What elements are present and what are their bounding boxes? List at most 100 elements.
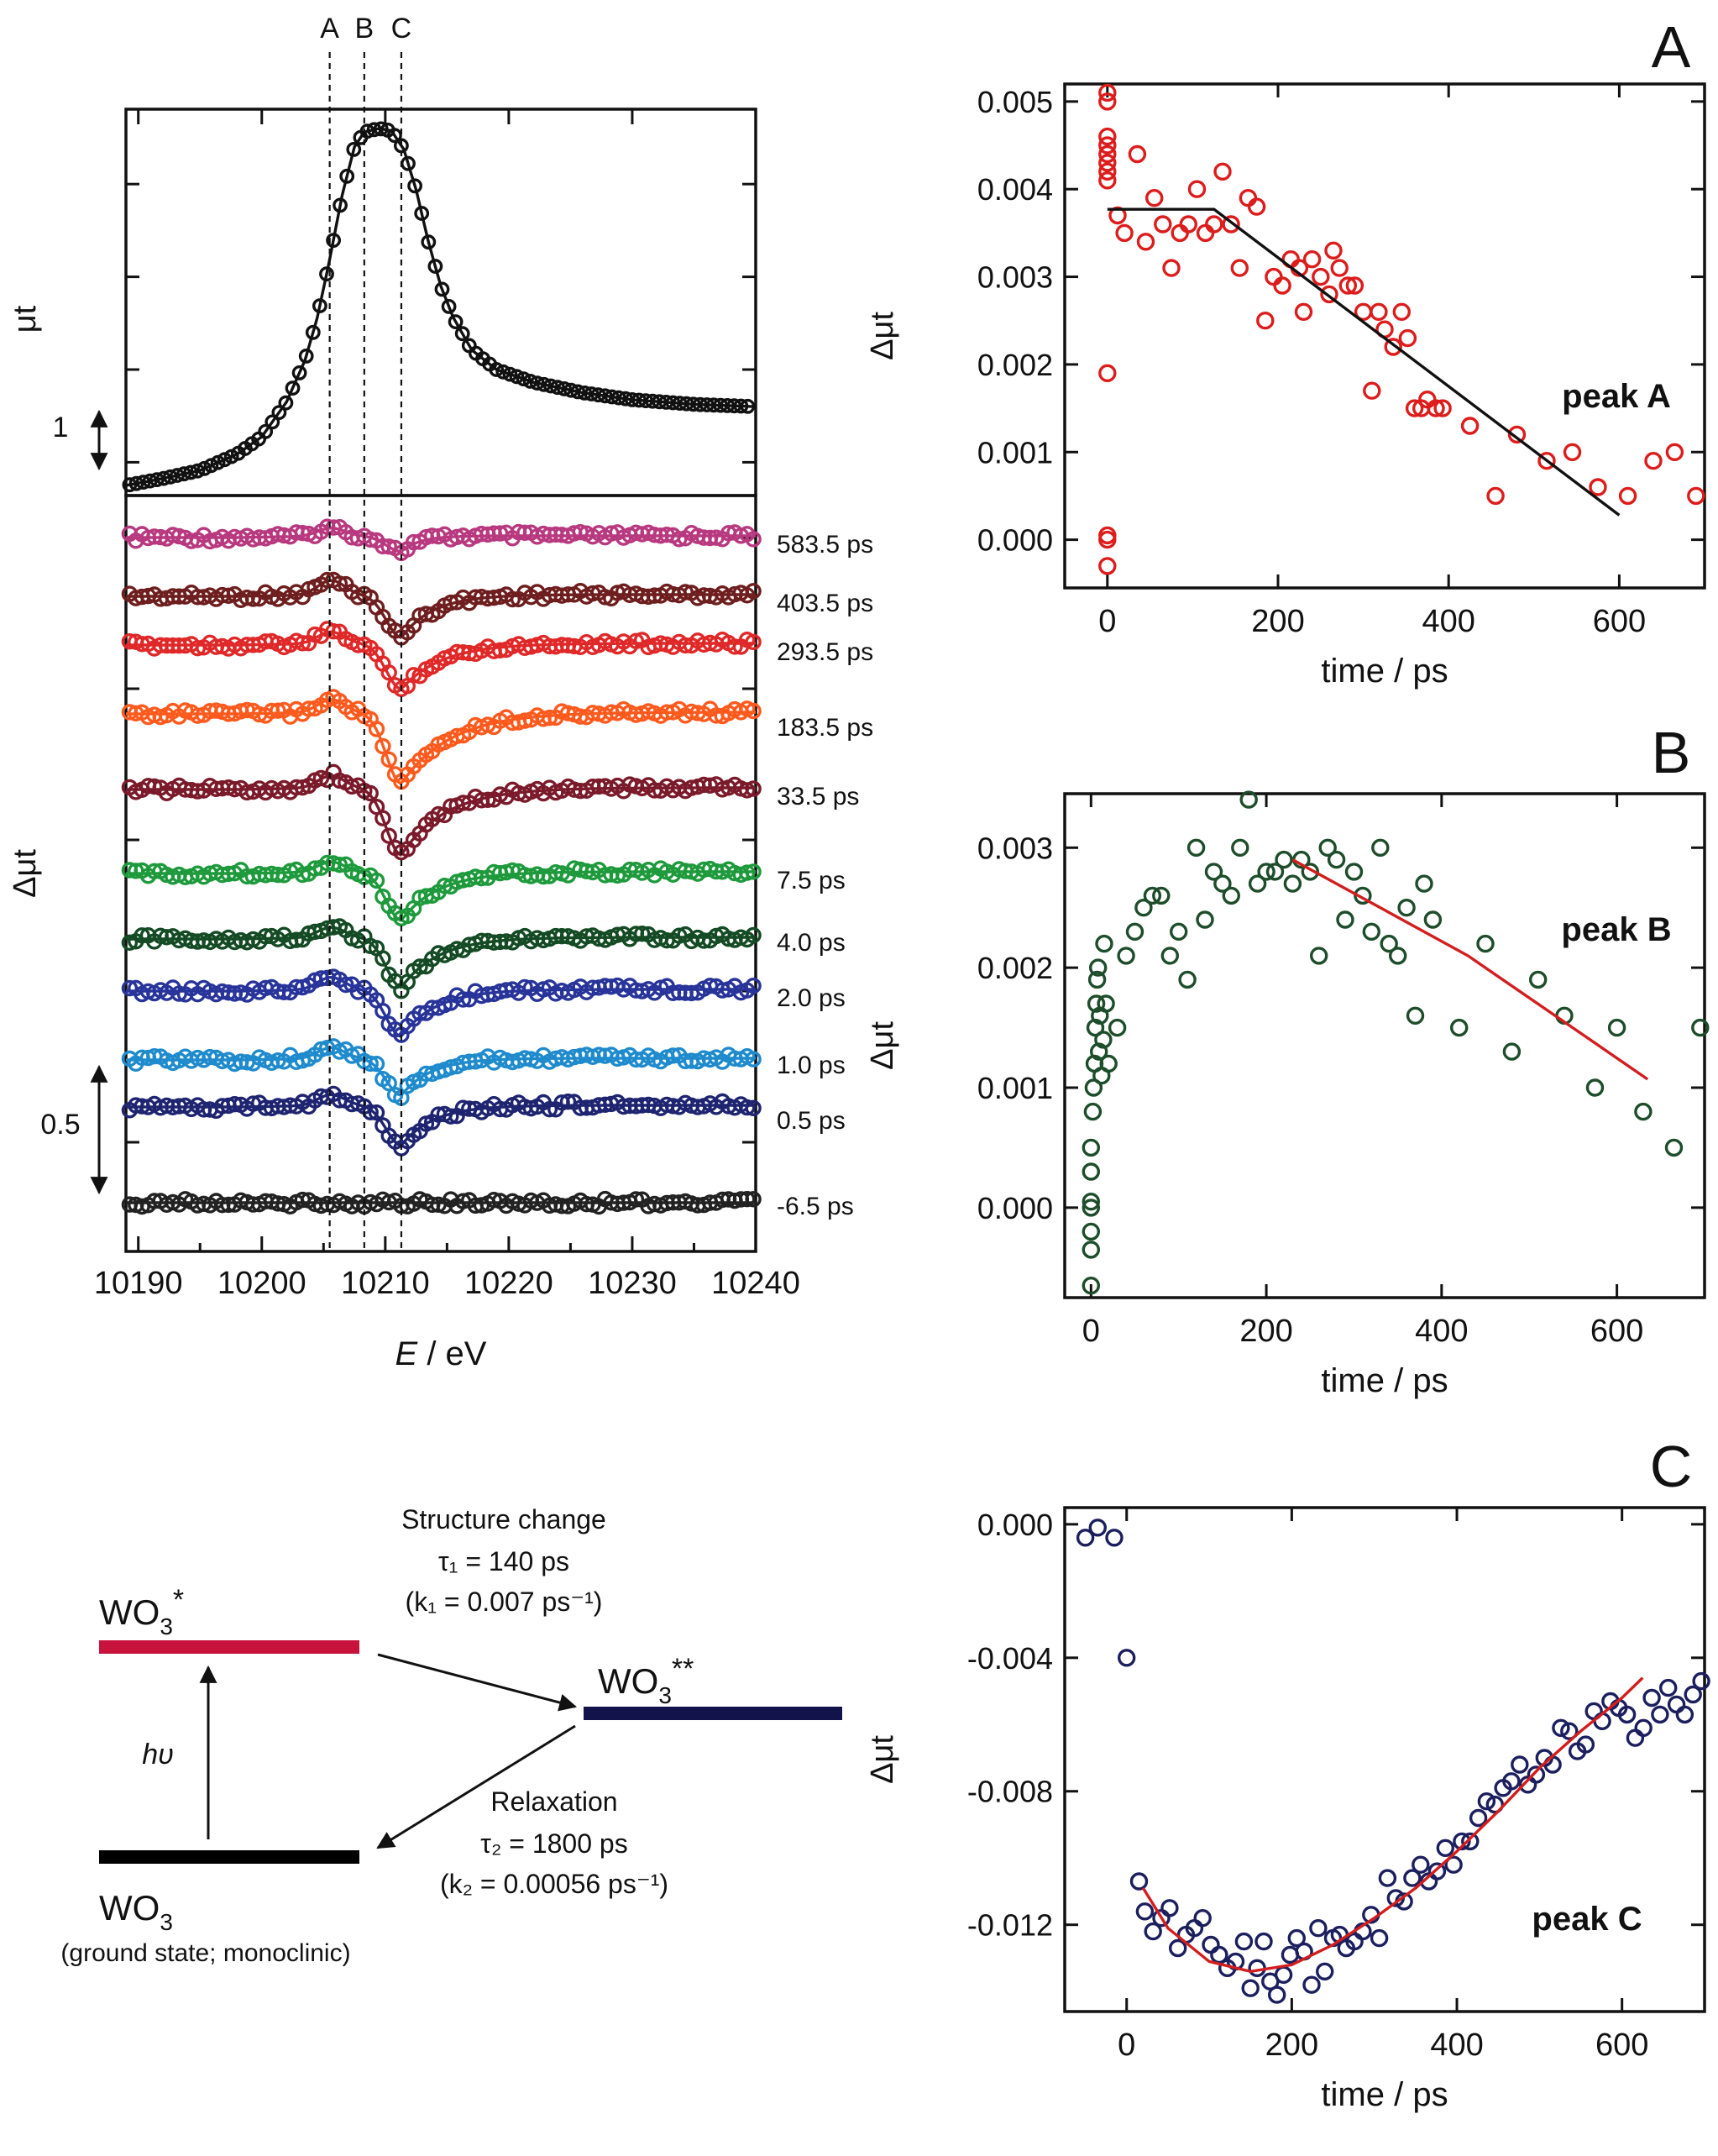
data-point (1486, 486, 1505, 506)
x-tick-label: 0 (1082, 1314, 1100, 1349)
data-point (1274, 1965, 1293, 1985)
spectrum-time-label: 0.5 ps (777, 1107, 846, 1135)
xanes-top-point (557, 380, 572, 396)
x-tick-label: 600 (1593, 604, 1646, 639)
y-axis-label: Δμt (865, 1735, 900, 1784)
ground-state-note: (ground state; monoclinic) (60, 1939, 350, 1967)
xanes-xlabel-symbol: E (395, 1335, 419, 1372)
xanes-top-point (489, 362, 505, 377)
data-point (1115, 223, 1134, 243)
xanes-top-point (285, 380, 301, 396)
data-point (1405, 399, 1424, 417)
spectrum-point (368, 1104, 385, 1121)
xanes-top-point (366, 122, 382, 138)
data-point (1134, 898, 1153, 917)
xanes-top-point (414, 206, 430, 221)
data-point (1397, 898, 1416, 917)
data-point (1098, 92, 1117, 111)
data-point (1082, 1276, 1101, 1295)
data-point (1098, 136, 1117, 155)
spectrum-trace (121, 968, 762, 1043)
data-point (1144, 188, 1164, 207)
y-tick-label: -0.012 (967, 1908, 1053, 1943)
spectrum-line (126, 926, 756, 989)
spectrum-point (745, 702, 762, 720)
data-point (1338, 276, 1358, 295)
xanes-top-point (536, 376, 552, 392)
spectrum-point (634, 925, 651, 942)
data-point (1415, 874, 1433, 893)
xanes-top-point (427, 259, 443, 274)
x-tick-label: 600 (1590, 1314, 1643, 1349)
data-point (1082, 1162, 1101, 1181)
data-point (1642, 1688, 1661, 1707)
data-point (1309, 1918, 1328, 1938)
data-point (1433, 399, 1452, 417)
data-point (1171, 223, 1189, 243)
xanes-top-point (271, 405, 287, 420)
data-point (1330, 259, 1349, 277)
spectrum-point (430, 805, 447, 823)
data-point (1593, 1712, 1611, 1731)
data-point (1098, 144, 1117, 164)
x-tick-label: 400 (1430, 2027, 1483, 2063)
series-label: peak A (1562, 378, 1671, 415)
spectrum-point (368, 872, 385, 889)
xanes-top-point (190, 463, 206, 479)
data-point (1370, 302, 1388, 321)
data-point (1658, 1678, 1678, 1697)
data-point (1320, 285, 1338, 304)
data-point (1083, 1102, 1103, 1121)
data-point (1324, 241, 1343, 260)
xanes-top-point (610, 390, 626, 406)
xanes-top-point (577, 385, 593, 401)
data-point (1082, 1241, 1101, 1259)
data-point (1371, 838, 1390, 857)
y-tick-label: 0.002 (977, 951, 1053, 985)
spectrum-trace (121, 621, 762, 697)
data-point (1129, 1872, 1149, 1891)
data-point (1502, 1772, 1521, 1791)
spectrum-point (294, 866, 311, 884)
guide-label: A (320, 13, 339, 45)
x-tick-label: 200 (1251, 604, 1304, 639)
data-point (1098, 171, 1117, 190)
xanes-top-point (319, 266, 334, 282)
data-point (1098, 364, 1117, 382)
x-tick-label: 200 (1239, 1314, 1292, 1349)
xanes-xlabel-unit: / eV (417, 1335, 487, 1372)
xanes-top-point (550, 380, 565, 396)
data-point (1213, 874, 1232, 893)
spectrum-point (380, 751, 397, 768)
data-point (1444, 1855, 1463, 1874)
data-point (1082, 1192, 1101, 1211)
xanes-top-point (326, 233, 341, 248)
xanes-bottom-ylabel: Δμt (8, 849, 43, 898)
spectrum-point (134, 927, 150, 944)
data-point (1507, 425, 1527, 444)
data-point (1294, 302, 1313, 321)
data-point (1187, 180, 1207, 198)
xanes-top-point (155, 470, 171, 486)
y-tick-label: 0.002 (977, 348, 1053, 382)
spectrum-time-label: 183.5 ps (777, 714, 873, 742)
data-point (1634, 1102, 1653, 1121)
spectrum-line (126, 774, 756, 858)
xanes-top-point (726, 398, 742, 414)
data-point (1082, 1222, 1101, 1241)
spectrum-trace (121, 763, 762, 861)
spectrum-point (380, 538, 397, 555)
spectrum-point (362, 1055, 379, 1073)
xanes-top-point (386, 128, 402, 144)
xanes-top-point (720, 397, 736, 413)
data-point (1423, 910, 1443, 929)
x-tick-label: 400 (1422, 604, 1474, 639)
data-point (1626, 1728, 1645, 1747)
data-point (1617, 1705, 1637, 1724)
data-point (1392, 302, 1412, 321)
xanes-top-point (291, 365, 307, 380)
data-point (1098, 127, 1117, 146)
xanes-xtick-label: 10190 (94, 1266, 183, 1301)
data-point (1265, 863, 1285, 881)
data-point (1241, 1979, 1260, 1997)
